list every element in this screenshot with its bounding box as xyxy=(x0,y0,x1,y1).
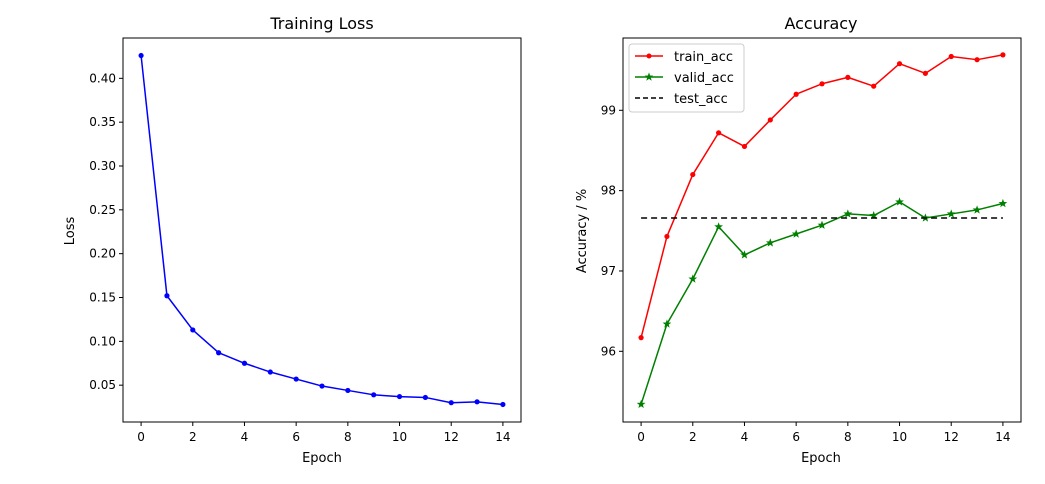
legend-item-valid: valid_acc xyxy=(635,71,734,86)
train-acc-point xyxy=(638,335,644,341)
accuracy-y-tick-label: 98 xyxy=(601,184,616,198)
loss-point xyxy=(474,399,480,405)
loss-point xyxy=(448,400,454,406)
valid-acc-point xyxy=(791,229,801,238)
valid-acc-point xyxy=(714,222,723,231)
loss-y-tick-label: 0.20 xyxy=(89,247,116,261)
loss-point xyxy=(241,360,248,366)
loss-y-tick-label: 0.35 xyxy=(89,115,116,129)
loss-y-tick-label: 0.25 xyxy=(89,203,116,217)
valid-acc-point xyxy=(688,274,698,283)
train-acc-point xyxy=(741,143,748,150)
loss-point xyxy=(345,387,351,394)
train-acc-point xyxy=(690,171,696,178)
accuracy-x-tick-label: 14 xyxy=(995,430,1010,444)
valid-acc-point xyxy=(998,198,1008,208)
valid-acc-point xyxy=(869,210,879,220)
accuracy-y-tick-label: 99 xyxy=(601,103,616,117)
valid-acc-point xyxy=(662,319,672,328)
legend-train-label: train_acc xyxy=(674,50,733,65)
loss-x-axis-label: Epoch xyxy=(302,451,342,466)
loss-y-tick-label: 0.05 xyxy=(89,378,116,392)
accuracy-x-tick-label: 10 xyxy=(892,430,907,444)
accuracy-y-tick-label: 97 xyxy=(601,264,616,278)
loss-y-axis-label: Loss xyxy=(63,217,78,246)
accuracy-y-tick-label: 96 xyxy=(601,344,616,358)
train-acc-point xyxy=(974,57,980,63)
legend-train-marker xyxy=(646,53,652,59)
train-acc-point xyxy=(896,61,903,67)
legend-box xyxy=(628,43,745,113)
valid-acc-point xyxy=(843,209,853,218)
train-acc-point xyxy=(819,81,825,87)
loss-x-tick-label: 10 xyxy=(392,430,407,444)
train-acc-point xyxy=(948,53,954,60)
loss-point xyxy=(396,393,403,400)
loss-point xyxy=(267,369,273,375)
loss-point xyxy=(500,401,506,408)
legend-item-test: test_acc xyxy=(635,92,728,107)
loss-x-tick-label: 2 xyxy=(189,430,197,444)
loss-chart: Training Loss Epoch Loss 0 2 4 6 8 10 12 14 0.05… xyxy=(63,14,522,466)
loss-x-tick-label: 8 xyxy=(344,430,352,444)
loss-point xyxy=(422,394,428,401)
loss-point xyxy=(138,52,144,59)
loss-point xyxy=(319,383,325,389)
accuracy-x-tick-label: 8 xyxy=(844,430,852,444)
valid-acc-point xyxy=(895,197,904,206)
train-acc-point xyxy=(716,130,722,136)
train-acc-point xyxy=(1000,52,1006,58)
valid-acc-point xyxy=(765,238,775,247)
loss-x-tick-label: 4 xyxy=(241,430,249,444)
accuracy-x-axis-label: Epoch xyxy=(801,451,841,466)
loss-x-tick-label: 14 xyxy=(495,430,510,444)
legend-valid-label: valid_acc xyxy=(674,71,734,86)
accuracy-axes-frame xyxy=(622,37,1022,423)
train-acc-point xyxy=(871,83,877,89)
loss-y-tick-label: 0.30 xyxy=(89,159,116,173)
loss-x-tick-label: 0 xyxy=(137,430,145,444)
train-acc-point xyxy=(664,233,670,240)
valid-acc-point xyxy=(740,250,749,259)
loss-point xyxy=(216,350,222,356)
loss-axis-ticks: 0 2 4 6 8 10 12 14 0.05 0.10 0.15 0.20 0.25 0.30 0.35 0… xyxy=(89,71,510,444)
accuracy-x-tick-label: 0 xyxy=(637,430,645,444)
accuracy-series-marks xyxy=(636,52,1008,409)
loss-series-marks xyxy=(138,52,506,408)
valid-acc-point xyxy=(946,209,956,218)
accuracy-chart: Accuracy Epoch Accuracy / % 0 2 4 6 8 10 12 14 9… xyxy=(575,14,1022,466)
accuracy-x-tick-label: 12 xyxy=(944,430,959,444)
loss-y-tick-label: 0.10 xyxy=(89,334,116,348)
loss-x-tick-label: 6 xyxy=(292,430,300,444)
loss-chart-title: Training Loss xyxy=(269,14,373,33)
accuracy-x-tick-label: 4 xyxy=(741,430,749,444)
accuracy-axis-ticks: 0 2 4 6 8 10 12 14 96 97 98 99 xyxy=(601,103,1011,444)
accuracy-y-axis-label: Accuracy / % xyxy=(575,189,590,273)
loss-point xyxy=(190,327,196,333)
train-acc-point xyxy=(767,117,773,123)
train-acc-point xyxy=(845,74,851,80)
loss-point xyxy=(371,392,377,398)
loss-point xyxy=(164,293,170,299)
legend-item-train: train_acc xyxy=(635,50,733,65)
accuracy-legend: train_acc valid_acc test_acc xyxy=(628,43,745,113)
loss-y-tick-label: 0.15 xyxy=(89,291,116,305)
legend-test-label: test_acc xyxy=(674,92,728,107)
valid-acc-point xyxy=(972,205,982,214)
accuracy-x-tick-label: 2 xyxy=(689,430,697,444)
loss-point xyxy=(293,376,299,382)
valid-acc-point xyxy=(636,399,646,409)
train-acc-point xyxy=(922,70,928,76)
train-acc-point xyxy=(793,91,799,97)
loss-axes-frame xyxy=(122,37,522,423)
valid-acc-point xyxy=(817,220,827,229)
loss-y-tick-label: 0.40 xyxy=(89,71,116,85)
accuracy-chart-title: Accuracy xyxy=(784,14,857,33)
legend-valid-marker xyxy=(644,72,654,81)
loss-x-tick-label: 12 xyxy=(444,430,459,444)
accuracy-x-tick-label: 6 xyxy=(792,430,800,444)
